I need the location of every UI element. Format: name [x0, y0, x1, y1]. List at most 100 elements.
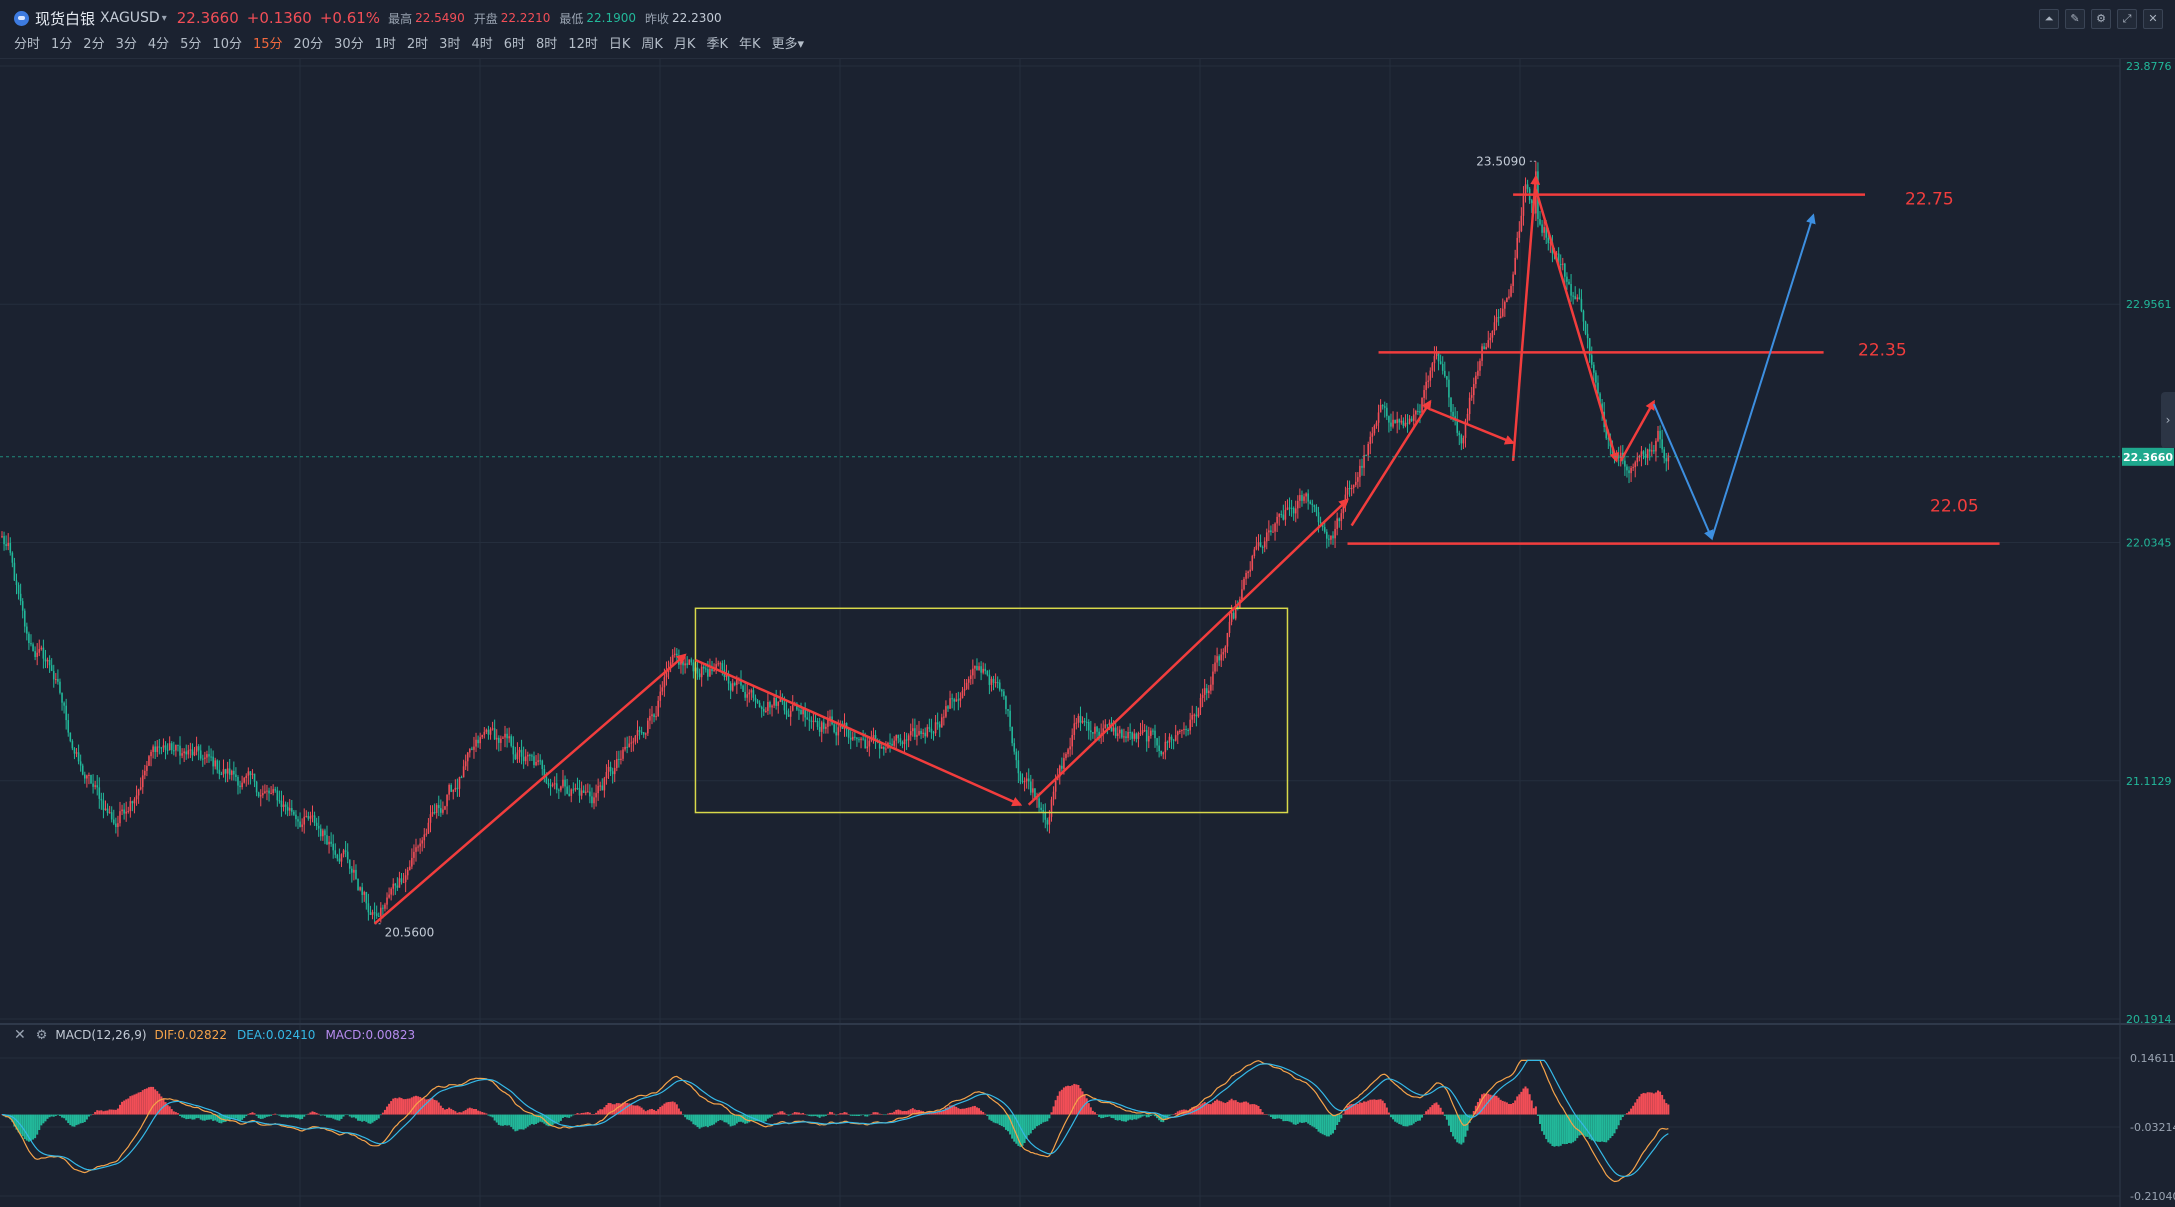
period-tab[interactable]: 30分	[334, 36, 364, 52]
side-panel-toggle[interactable]: ›	[2161, 392, 2175, 448]
candle-body	[86, 775, 88, 779]
candle-body	[11, 552, 14, 563]
period-tab[interactable]: 4分	[147, 36, 170, 52]
candle-body	[1352, 484, 1355, 488]
candle-body	[715, 664, 717, 671]
symbol-name[interactable]: 现货白银	[35, 9, 96, 28]
period-tab[interactable]: 5分	[180, 36, 202, 52]
candle	[251, 769, 254, 780]
macd-bar	[1441, 1111, 1444, 1115]
period-tab[interactable]: 周K	[641, 36, 663, 52]
macd-bar	[334, 1114, 337, 1120]
gear-icon[interactable]: ⚙	[35, 1027, 48, 1043]
period-tab[interactable]: 2分	[83, 36, 105, 52]
candle	[288, 798, 291, 816]
period-tab[interactable]: 日K	[608, 36, 631, 52]
candle-body	[1121, 729, 1123, 738]
period-tab[interactable]: 1分	[51, 36, 73, 52]
close-icon[interactable]: ✕	[2143, 9, 2163, 29]
candle	[1319, 516, 1322, 524]
macd-bar	[75, 1114, 78, 1126]
macd-bar	[739, 1114, 742, 1122]
period-tab[interactable]: 10分	[212, 36, 242, 52]
candle-body	[13, 562, 16, 581]
macd-bar	[1576, 1114, 1579, 1139]
candle-body	[891, 743, 893, 746]
period-tab[interactable]: 2时	[406, 36, 429, 52]
period-tab[interactable]: 15分	[252, 36, 283, 52]
macd-bar	[1447, 1114, 1450, 1126]
candle	[1460, 433, 1463, 451]
candle-body	[671, 654, 674, 663]
symbol-code[interactable]: XAGUSD	[100, 10, 160, 26]
candle-body	[1019, 773, 1022, 782]
candle-body	[102, 800, 105, 811]
candle	[1305, 492, 1307, 504]
period-tab[interactable]: 月K	[673, 36, 696, 52]
chart-toolbar: ⏶ ✎ ⚙ ⤢ ✕	[2039, 9, 2163, 29]
macd-bar	[576, 1113, 579, 1115]
macd-bar	[837, 1114, 840, 1115]
indicator-icon[interactable]: ⏶	[2039, 9, 2059, 29]
macd-bar	[1338, 1114, 1341, 1123]
macd-bar	[1236, 1101, 1239, 1115]
period-tab[interactable]: 12时	[568, 36, 598, 52]
period-tab[interactable]: 分时	[14, 36, 41, 52]
candle-body	[355, 869, 357, 879]
macd-bar	[636, 1105, 639, 1115]
macd-bar	[1327, 1114, 1330, 1137]
macd-bar	[491, 1114, 494, 1118]
candle-body	[576, 788, 579, 790]
macd-bar	[1284, 1114, 1287, 1122]
period-tab[interactable]: 20分	[293, 36, 324, 52]
candle	[974, 665, 976, 679]
period-tab[interactable]: 3时	[439, 36, 461, 52]
candle-body	[9, 542, 12, 553]
candle	[1357, 472, 1359, 489]
settings-icon[interactable]: ⚙	[2091, 9, 2111, 29]
macd-bar	[907, 1110, 910, 1115]
candle	[1265, 528, 1268, 550]
macd-bar	[634, 1105, 637, 1115]
candle	[458, 776, 461, 797]
candle	[903, 731, 906, 753]
candle	[649, 708, 651, 730]
macd-bar	[1031, 1114, 1034, 1131]
candle-body	[744, 691, 746, 698]
candle	[696, 659, 699, 680]
chevron-down-icon[interactable]: ▾	[161, 12, 167, 24]
candle	[189, 742, 192, 759]
macd-bar	[243, 1114, 246, 1118]
period-tab[interactable]: 年K	[738, 36, 761, 52]
period-tab[interactable]: 4时	[471, 36, 493, 52]
candle-body	[526, 754, 529, 757]
candle	[191, 743, 194, 762]
period-tab[interactable]: 3分	[115, 36, 137, 52]
macd-bar	[437, 1102, 440, 1115]
period-tab[interactable]: 8时	[536, 36, 558, 52]
expand-icon[interactable]: ⤢	[2117, 9, 2137, 29]
period-tab[interactable]: 更多▾	[771, 36, 805, 52]
close-indicator-icon[interactable]: ✕	[14, 1027, 26, 1043]
candle	[1417, 403, 1419, 415]
period-tab[interactable]: 6时	[503, 36, 526, 52]
candle-body	[1568, 281, 1570, 285]
draw-icon[interactable]: ✎	[2065, 9, 2085, 29]
macd-bar	[675, 1104, 678, 1115]
period-tab[interactable]: 1时	[374, 36, 396, 52]
macd-bar	[1557, 1114, 1560, 1147]
macd-bar	[599, 1109, 602, 1115]
macd-bar	[1421, 1114, 1424, 1118]
candle-body	[957, 699, 960, 701]
macd-bar	[963, 1108, 966, 1115]
candle	[1578, 288, 1581, 300]
candle	[1193, 713, 1196, 724]
candle	[961, 686, 964, 699]
period-tab[interactable]: 季K	[706, 36, 728, 52]
candle-body	[437, 805, 440, 809]
macd-bar	[661, 1105, 664, 1115]
candle	[1514, 249, 1516, 275]
candle-body	[885, 748, 887, 750]
candle	[508, 727, 510, 743]
